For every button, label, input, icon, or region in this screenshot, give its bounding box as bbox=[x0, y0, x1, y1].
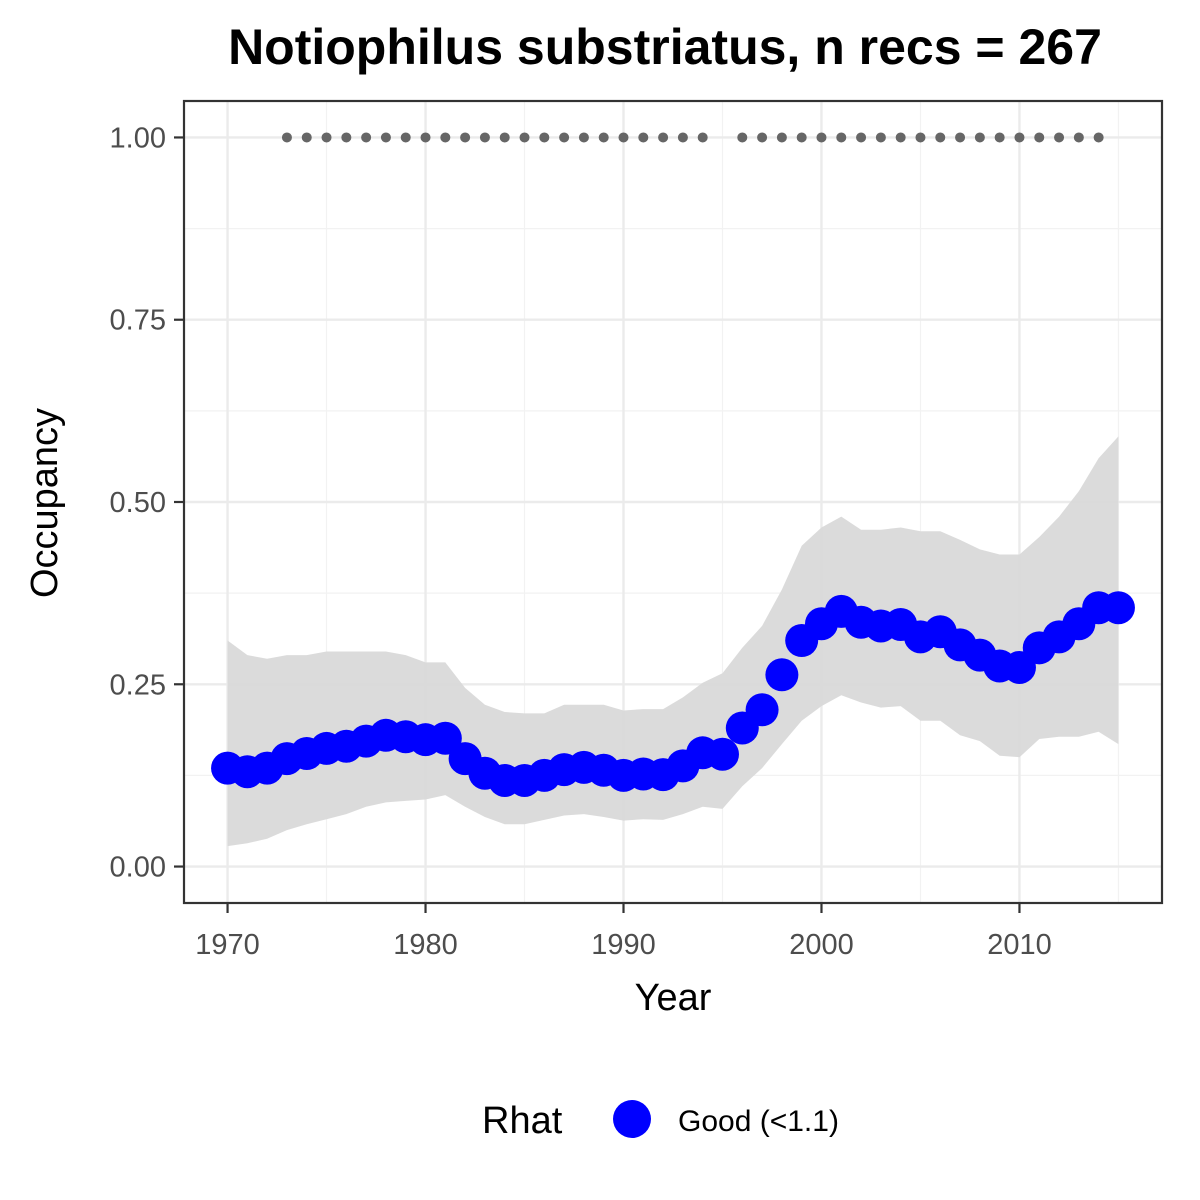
x-tick-label: 1980 bbox=[393, 929, 458, 961]
detection-dot bbox=[519, 132, 530, 143]
detection-dot bbox=[856, 132, 867, 143]
detection-dot bbox=[539, 132, 550, 143]
x-axis-title: Year bbox=[635, 977, 712, 1019]
detection-dot bbox=[796, 132, 807, 143]
x-tick-label: 2010 bbox=[987, 929, 1052, 961]
occupancy-point bbox=[765, 658, 799, 692]
detection-dot bbox=[875, 132, 886, 143]
detection-dot bbox=[1014, 132, 1025, 143]
detection-dot bbox=[776, 132, 787, 143]
detection-dot bbox=[281, 132, 292, 143]
detection-dot bbox=[479, 132, 490, 143]
detection-dot bbox=[638, 132, 649, 143]
detection-dot bbox=[361, 132, 372, 143]
detection-dot bbox=[1073, 132, 1084, 143]
detection-dot bbox=[301, 132, 312, 143]
detection-dot bbox=[559, 132, 570, 143]
detection-dot bbox=[1093, 132, 1104, 143]
occupancy-points bbox=[211, 591, 1135, 798]
y-axis-title: Occupancy bbox=[24, 408, 66, 598]
x-axis: 1970 1980 1990 2000 2010 bbox=[195, 903, 1052, 961]
y-tick-label: 1.00 bbox=[110, 122, 166, 154]
occupancy-point bbox=[705, 737, 739, 771]
legend: Rhat Good (<1.1) bbox=[482, 1100, 839, 1142]
detection-dot bbox=[955, 132, 966, 143]
detection-dots bbox=[281, 132, 1104, 143]
detection-dot bbox=[994, 132, 1005, 143]
x-tick-label: 1990 bbox=[591, 929, 656, 961]
detection-dot bbox=[816, 132, 827, 143]
detection-dot bbox=[460, 132, 471, 143]
detection-dot bbox=[440, 132, 451, 143]
detection-dot bbox=[578, 132, 589, 143]
detection-dot bbox=[895, 132, 906, 143]
detection-dot bbox=[618, 132, 629, 143]
detection-dot bbox=[677, 132, 688, 143]
occupancy-point bbox=[1101, 591, 1135, 625]
detection-dot bbox=[321, 132, 332, 143]
detection-dot bbox=[658, 132, 669, 143]
y-tick-label: 0.75 bbox=[110, 305, 166, 337]
detection-dot bbox=[499, 132, 510, 143]
detection-dot bbox=[341, 132, 352, 143]
occupancy-point bbox=[745, 693, 779, 727]
x-tick-label: 1970 bbox=[195, 929, 260, 961]
detection-dot bbox=[935, 132, 946, 143]
detection-dot bbox=[737, 132, 748, 143]
detection-dot bbox=[915, 132, 926, 143]
y-tick-label: 0.50 bbox=[110, 487, 166, 519]
occupancy-point bbox=[428, 721, 462, 755]
detection-dot bbox=[836, 132, 847, 143]
detection-dot bbox=[598, 132, 609, 143]
y-axis: 0.00 0.25 0.50 0.75 1.00 bbox=[110, 122, 184, 884]
detection-dot bbox=[400, 132, 411, 143]
x-tick-label: 2000 bbox=[789, 929, 854, 961]
legend-label-good: Good (<1.1) bbox=[678, 1105, 839, 1138]
detection-dot bbox=[697, 132, 708, 143]
chart-title: Notiophilus substriatus, n recs = 267 bbox=[228, 19, 1102, 75]
detection-dot bbox=[757, 132, 768, 143]
y-tick-label: 0.00 bbox=[110, 852, 166, 884]
detection-dot bbox=[974, 132, 985, 143]
plot-panel bbox=[182, 99, 1164, 905]
legend-title: Rhat bbox=[482, 1100, 563, 1142]
detection-dot bbox=[420, 132, 431, 143]
detection-dot bbox=[1034, 132, 1045, 143]
y-tick-label: 0.25 bbox=[110, 669, 166, 701]
detection-dot bbox=[380, 132, 391, 143]
detection-dot bbox=[1054, 132, 1065, 143]
legend-key-good bbox=[613, 1100, 651, 1138]
